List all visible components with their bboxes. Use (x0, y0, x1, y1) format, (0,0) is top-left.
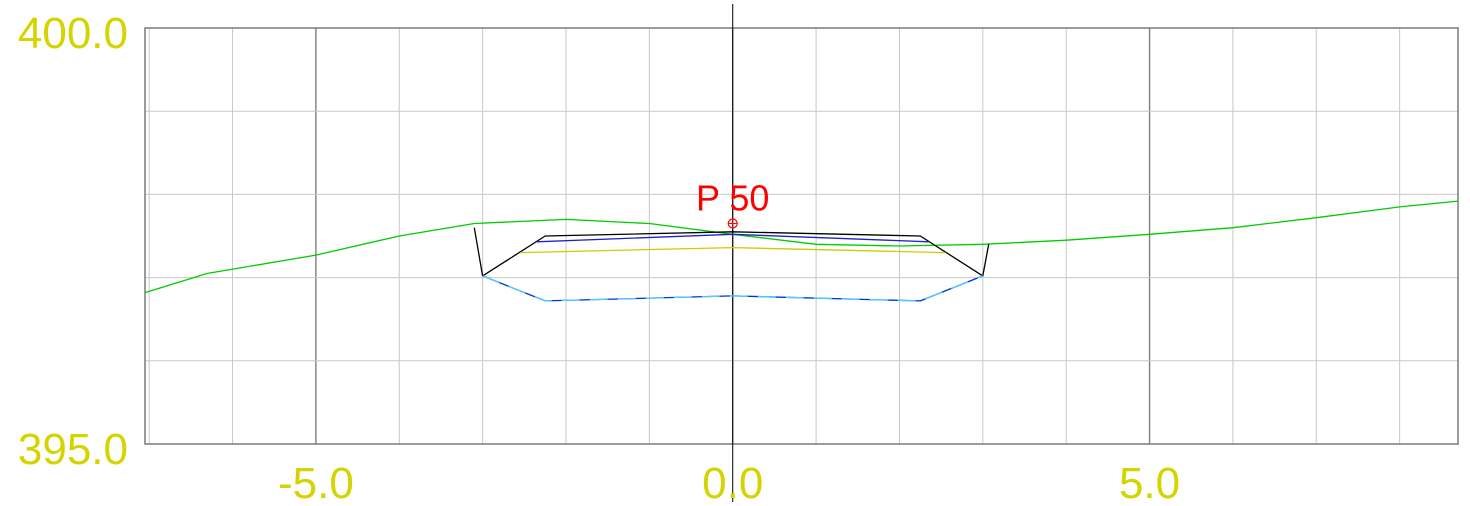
plot-frame (144, 27, 1459, 445)
x-tick-label: -5.0 (278, 459, 354, 506)
series-line (144, 200, 1459, 294)
x-tick-label: 0.0 (702, 459, 763, 506)
series-layer (144, 200, 1459, 302)
series-line (520, 246, 946, 254)
x-tick-label: 5.0 (1119, 459, 1180, 506)
y-tick-label: 400.0 (18, 9, 128, 58)
series-line-highlight (482, 275, 984, 302)
series-line (536, 233, 929, 243)
tick-labels: -5.0 0.0 5.0 400.0 395.0 (18, 9, 1180, 506)
marker-layer: P 50 (696, 178, 769, 229)
point-label: P 50 (696, 178, 769, 219)
y-tick-label: 395.0 (18, 425, 128, 474)
grid (145, 28, 1458, 444)
